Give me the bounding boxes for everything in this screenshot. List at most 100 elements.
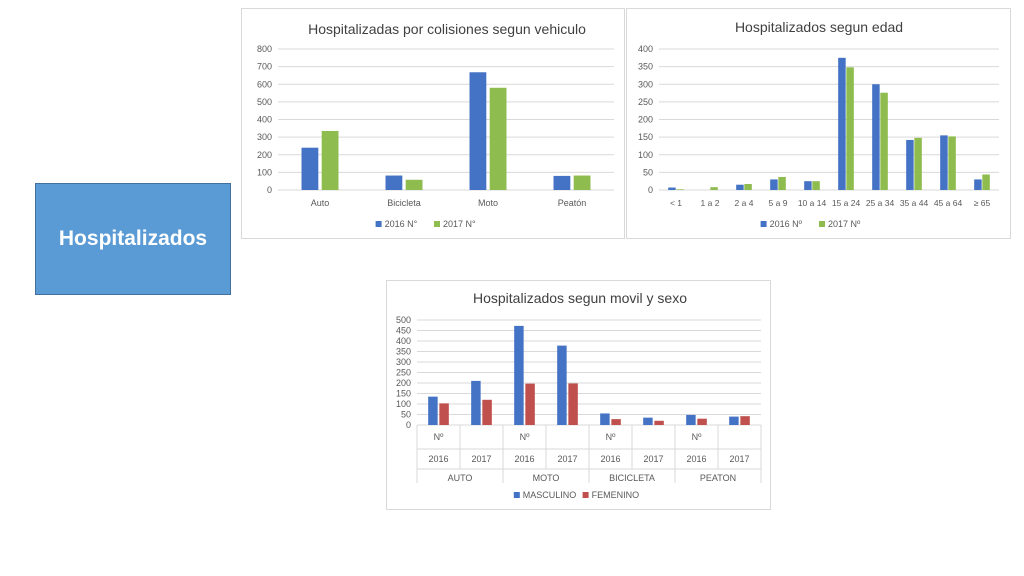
bar [710,187,718,190]
bar [301,147,319,190]
y-tick-label: 500 [257,97,272,107]
y-tick-label: 800 [257,44,272,54]
bar [469,72,487,190]
bar [940,135,948,190]
bar [471,380,481,425]
y-tick-label: 250 [638,97,653,107]
x-tick-label: 15 a 24 [832,198,861,208]
vehicle-sex-chart-panel: Hospitalizados segun movil y sexo 0 50 100… [386,280,771,510]
bar [770,179,778,190]
bar [514,325,524,425]
bar [573,175,591,190]
bar [736,184,744,190]
x-tick-label: Bicicleta [387,198,421,208]
bar [611,419,621,425]
group-label: AUTO [448,473,473,483]
legend-label: MASCULINO [523,490,577,500]
group-label: BICICLETA [609,473,655,483]
bar [428,396,438,425]
x-tick-label: Nº [434,432,444,442]
chart-title: Hospitalizados segun edad [735,19,903,35]
y-tick-label: 150 [396,389,411,399]
year-label: 2017 [471,454,491,464]
legend-label: 2016 N° [385,219,418,229]
legend-swatch [513,492,520,498]
y-tick-label: 0 [648,185,653,195]
bar [812,181,820,190]
y-tick-label: 100 [638,150,653,160]
y-tick-label: 600 [257,79,272,89]
bar [482,399,492,425]
y-tick-label: 450 [396,326,411,336]
year-label: 2017 [729,454,749,464]
y-tick-label: 100 [396,399,411,409]
section-title-box: Hospitalizados [35,183,231,295]
y-tick-label: 350 [638,62,653,72]
bar [697,418,707,425]
x-tick-label: ≥ 65 [974,198,991,208]
legend-swatch [760,221,767,227]
x-tick-label: Auto [311,198,330,208]
x-tick-label: 2 a 4 [735,198,754,208]
y-tick-label: 200 [638,115,653,125]
bar [553,175,571,190]
bar [744,184,752,190]
year-label: 2016 [514,454,534,464]
bar [974,179,982,190]
x-tick-label: Peatón [558,198,587,208]
bar [600,413,610,425]
y-tick-label: 400 [257,115,272,125]
bar [686,414,696,425]
bar [568,383,578,425]
bar [439,403,449,425]
bar [804,181,812,190]
x-tick-label: 35 a 44 [900,198,929,208]
bar [914,137,922,190]
x-tick-label: 45 a 64 [934,198,963,208]
y-tick-label: 400 [638,44,653,54]
y-tick-label: 150 [638,132,653,142]
x-tick-label: 5 a 9 [769,198,788,208]
chart-title: Hospitalizados segun movil y sexo [473,290,687,306]
legend-swatch [582,492,589,498]
bar [405,179,423,190]
vehicle-chart-panel: Hospitalizadas por colisiones segun vehi… [241,8,625,239]
legend-swatch [819,221,825,227]
y-tick-label: 400 [396,336,411,346]
age-chart: Hospitalizados segun edad 0 50 100 150 200 25… [638,19,999,229]
year-label: 2017 [557,454,577,464]
bar [525,383,535,425]
section-title: Hospitalizados [58,227,208,250]
bar [906,139,914,190]
legend-label: 2017 N° [443,219,476,229]
bar [385,175,403,190]
y-tick-label: 100 [257,167,272,177]
bar [321,130,339,190]
bar [676,189,684,190]
y-tick-label: 50 [401,410,411,420]
vehicle-chart: Hospitalizadas por colisiones segun vehi… [257,21,614,229]
year-label: 2016 [428,454,448,464]
bar [668,187,676,190]
bar [948,136,956,190]
x-tick-label: Nº [692,432,702,442]
x-tick-label: 1 a 2 [701,198,720,208]
y-tick-label: 300 [396,357,411,367]
y-tick-label: 200 [396,378,411,388]
year-label: 2016 [686,454,706,464]
y-tick-label: 500 [396,315,411,325]
group-label: MOTO [533,473,560,483]
bar [654,420,664,425]
y-tick-label: 250 [396,368,411,378]
y-tick-label: 350 [396,347,411,357]
x-tick-label: 10 a 14 [798,198,827,208]
group-label: PEATON [700,473,736,483]
x-tick-label: Moto [478,198,498,208]
y-tick-label: 50 [643,167,653,177]
legend-label: FEMENINO [592,490,640,500]
y-tick-label: 300 [638,79,653,89]
legend-swatch [375,221,382,227]
bar [838,57,846,190]
year-label: 2017 [643,454,663,464]
bar [778,176,786,190]
